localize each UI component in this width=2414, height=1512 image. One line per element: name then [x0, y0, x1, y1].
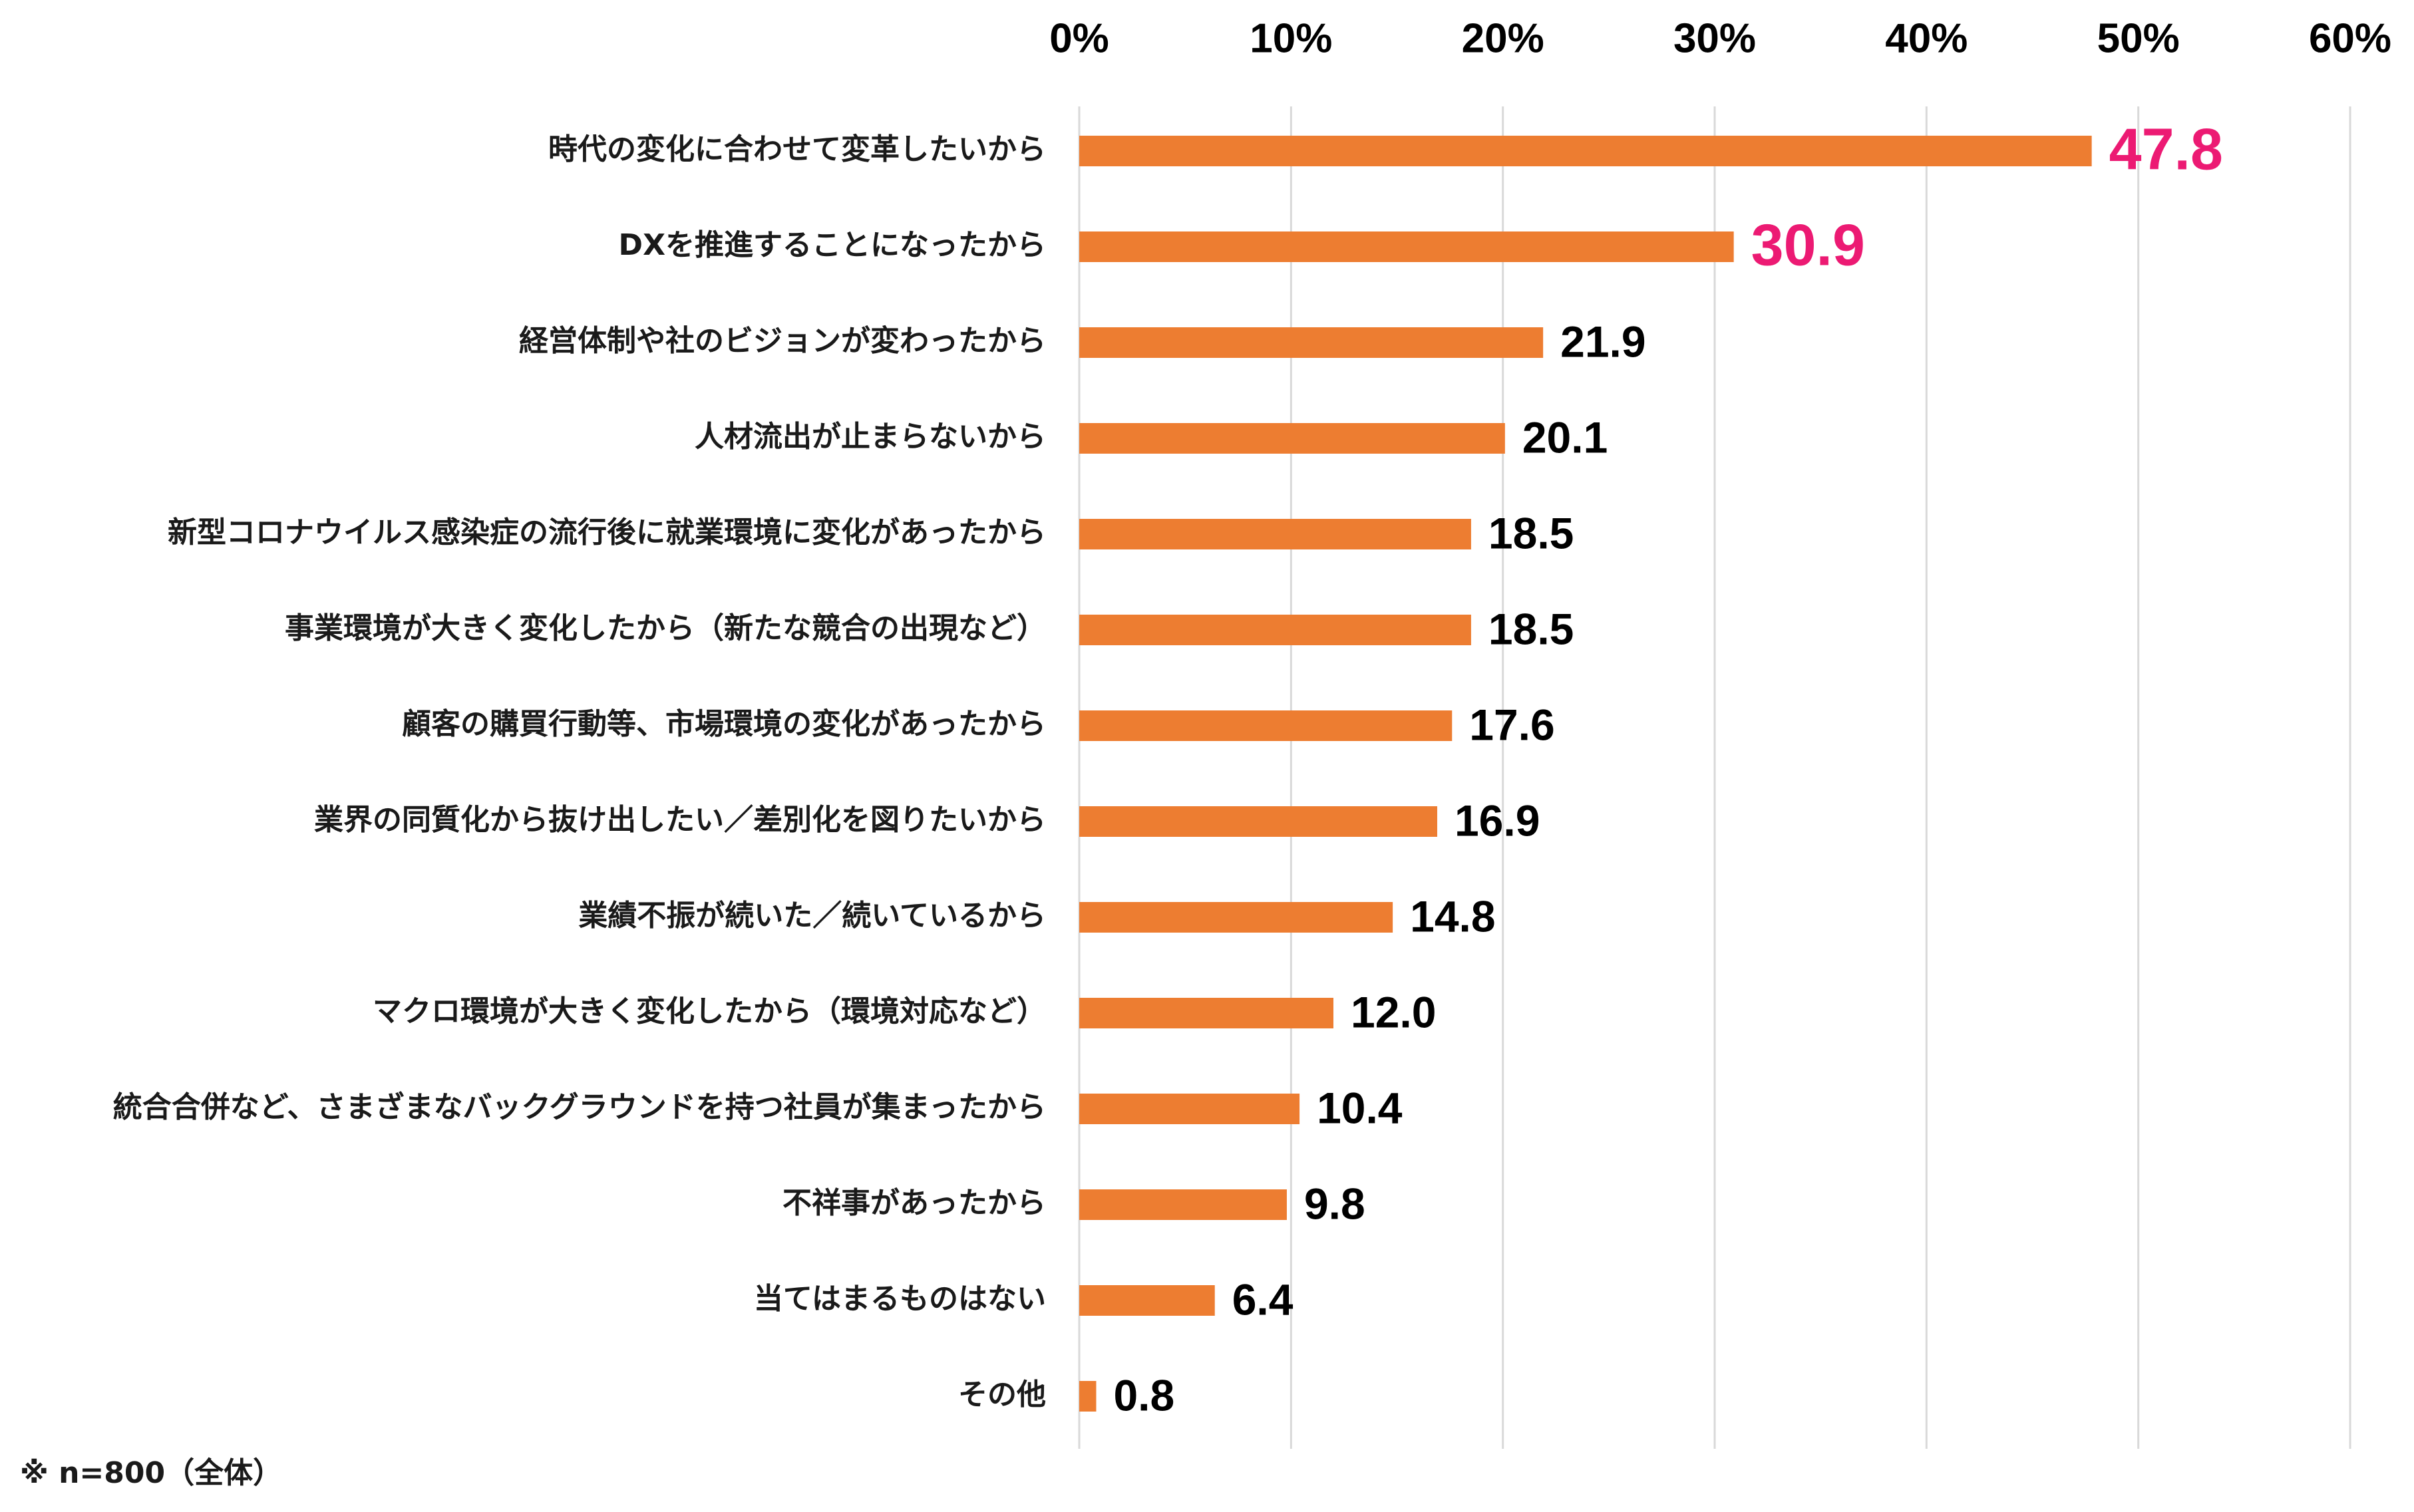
category-label: その他: [958, 1378, 1046, 1412]
category-label: 統合合併など、さまざまなバックグラウンドを持つ社員が集まったから: [113, 1090, 1046, 1124]
bar: [1079, 1189, 1287, 1220]
value-labels: 47.8 30.9 21.9 20.1 18.5 18.5 17.6 16.9 14.8 12.0…: [1113, 116, 2222, 1420]
category-label: 事業環境が大きく変化したから（新たな競合の出現など）: [285, 611, 1046, 645]
category-label: DXを推進することになったから: [619, 228, 1046, 262]
category-label: マクロ環境が大きく変化したから（環境対応など）: [373, 994, 1046, 1028]
bar: [1079, 998, 1333, 1028]
category-labels: 時代の変化に合わせて変革したいから DXを推進することになったから経営体制や社のビ…: [113, 132, 1046, 1412]
x-axis-ticks: 0% 10% 20% 30% 40% 50% 60%: [1049, 15, 2391, 61]
x-tick-label: 10%: [1250, 15, 1332, 61]
value-label: 18.5: [1488, 508, 1574, 557]
value-label: 6.4: [1232, 1275, 1293, 1324]
bar: [1079, 231, 1734, 262]
category-label: 顧客の購買行動等、市場環境の変化があったから: [402, 707, 1046, 741]
category-label: 時代の変化に合わせて変革したいから: [548, 132, 1046, 166]
bar: [1079, 806, 1437, 837]
category-label: 業績不振が続いた／続いているから: [578, 899, 1046, 933]
value-label: 30.9: [1751, 212, 1865, 277]
value-label: 9.8: [1304, 1179, 1365, 1228]
gridlines: [1078, 106, 2351, 1449]
bar: [1079, 1094, 1300, 1124]
category-label: 業界の同質化から抜け出したい／差別化を図りたいから: [314, 803, 1046, 837]
category-label: 経営体制や社のビジョンが変わったから: [519, 324, 1046, 358]
x-tick-label: 50%: [2097, 15, 2180, 61]
sample-size-note: ※ n=800（全体）: [20, 1456, 282, 1490]
x-tick-label: 20%: [1462, 15, 1544, 61]
value-label: 0.8: [1113, 1370, 1174, 1420]
bar: [1079, 902, 1393, 933]
bar: [1079, 1285, 1215, 1316]
bar: [1079, 136, 2092, 166]
category-label: 新型コロナウイルス感染症の流行後に就業環境に変化があったから: [168, 516, 1046, 549]
value-label: 17.6: [1469, 700, 1554, 749]
x-tick-label: 30%: [1673, 15, 1756, 61]
bar: [1079, 1381, 1097, 1412]
bar: [1079, 615, 1471, 645]
value-label: 21.9: [1560, 317, 1645, 366]
value-label: 47.8: [2109, 116, 2223, 182]
category-label: 不祥事があったから: [782, 1186, 1046, 1220]
category-label: 人材流出が止まらないから: [695, 420, 1046, 454]
bars: [1079, 136, 2092, 1412]
value-label: 14.8: [1410, 891, 1495, 941]
value-label: 16.9: [1455, 796, 1540, 845]
value-label: 10.4: [1317, 1083, 1403, 1132]
bar: [1079, 710, 1453, 741]
x-tick-label: 0%: [1049, 15, 1109, 61]
x-tick-label: 40%: [1885, 15, 1968, 61]
bar: [1079, 423, 1505, 454]
value-label: 18.5: [1488, 604, 1574, 653]
bar: [1079, 519, 1471, 549]
value-label: 20.1: [1522, 412, 1608, 462]
x-tick-label: 60%: [2309, 15, 2391, 61]
category-label: 当てはまるものはない: [754, 1282, 1046, 1316]
value-label: 12.0: [1351, 987, 1436, 1036]
bar: [1079, 327, 1544, 358]
